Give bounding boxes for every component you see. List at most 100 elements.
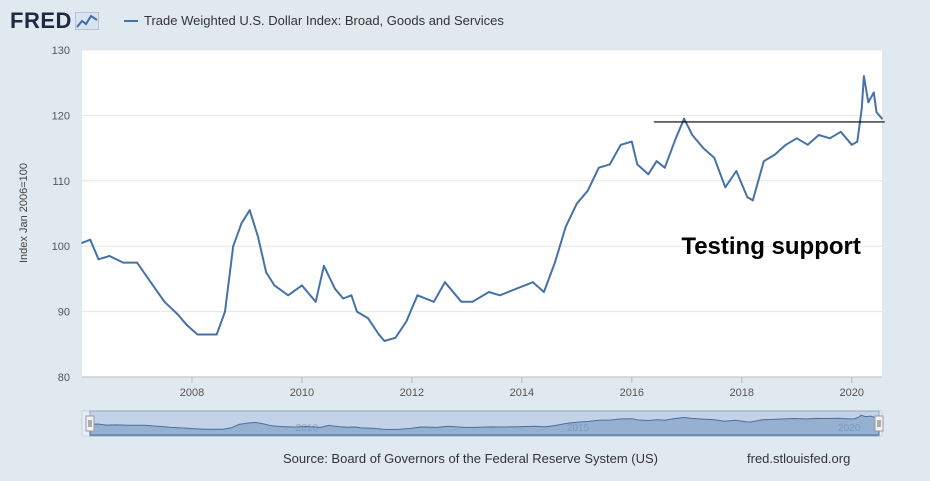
data-point	[232, 245, 235, 248]
data-point	[724, 186, 727, 189]
data-point	[81, 242, 83, 244]
data-point	[863, 75, 865, 78]
data-point	[367, 317, 369, 319]
data-point	[122, 261, 125, 264]
fred-logo-text: FRED	[10, 8, 72, 33]
data-point	[762, 160, 765, 163]
data-point	[636, 163, 639, 166]
data-point	[860, 108, 863, 110]
data-point	[881, 117, 883, 120]
data-point	[746, 196, 749, 199]
fred-chart-icon	[74, 12, 99, 30]
x-axis-ticks: 2008 2010 2012 2014 2016 2018 2020	[180, 377, 864, 399]
data-point	[828, 137, 831, 140]
data-point	[224, 310, 226, 313]
data-point	[136, 261, 138, 264]
plot-area	[82, 50, 882, 377]
data-point	[177, 314, 180, 316]
data-point	[163, 300, 166, 303]
data-point	[460, 300, 463, 303]
data-point	[499, 294, 501, 297]
legend-label: Trade Weighted U.S. Dollar Index: Broad,…	[144, 13, 504, 28]
data-point	[773, 153, 776, 156]
data-point	[784, 143, 787, 146]
data-point	[248, 209, 251, 212]
data-point	[287, 294, 290, 297]
data-point	[334, 287, 336, 290]
data-point	[543, 291, 545, 293]
chart-legend[interactable]: Trade Weighted U.S. Dollar Index: Broad,…	[124, 13, 504, 28]
annotation-text: Testing support	[681, 233, 861, 260]
data-point	[875, 111, 878, 113]
data-point	[554, 261, 556, 264]
data-point	[471, 300, 474, 303]
y-tick-label: 100	[52, 241, 70, 253]
data-point	[416, 294, 419, 297]
data-point	[323, 264, 325, 267]
data-point	[350, 294, 353, 297]
data-point	[204, 333, 207, 336]
data-point	[575, 202, 578, 205]
data-point	[265, 271, 268, 274]
source-credit: Source: Board of Governors of the Federa…	[283, 451, 658, 466]
data-point	[713, 157, 716, 159]
y-axis-label: Index Jan 2006=100	[18, 163, 30, 263]
data-point	[240, 222, 243, 225]
data-point	[314, 300, 317, 303]
x-tick-label: 2014	[510, 387, 534, 399]
data-point	[655, 160, 658, 163]
data-point	[619, 143, 622, 146]
fred-url-link[interactable]: fred.stlouisfed.org	[747, 451, 851, 466]
data-point	[89, 238, 92, 241]
y-axis-ticks: 80 90 100 110 120 130	[52, 45, 70, 384]
data-point	[806, 143, 809, 146]
navigator-right-handle[interactable]	[874, 415, 884, 432]
data-point	[630, 140, 633, 143]
data-point	[586, 189, 589, 192]
data-point	[597, 166, 600, 169]
data-point	[394, 336, 397, 339]
data-point	[856, 140, 859, 143]
x-tick-label: 2016	[620, 387, 644, 399]
data-point	[839, 130, 842, 133]
data-point	[196, 333, 199, 336]
data-point	[647, 173, 650, 176]
data-point	[867, 101, 870, 104]
y-tick-label: 120	[52, 110, 70, 122]
data-point	[663, 166, 666, 169]
legend-line-icon	[124, 19, 138, 22]
data-point	[301, 284, 303, 287]
data-point	[795, 137, 798, 140]
data-point	[564, 225, 567, 228]
y-tick-label: 110	[52, 176, 70, 188]
series-line[interactable]	[81, 75, 883, 342]
data-point	[342, 297, 345, 300]
data-point	[872, 91, 875, 94]
x-tick-label: 2012	[400, 387, 424, 399]
data-point	[185, 323, 188, 326]
data-point	[356, 310, 358, 313]
data-point	[444, 281, 446, 284]
y-tick-label: 80	[58, 372, 70, 384]
x-tick-label: 2008	[180, 387, 204, 399]
navigator-area	[89, 414, 880, 436]
data-point	[674, 137, 677, 140]
data-point	[433, 300, 435, 303]
data-point	[515, 287, 518, 290]
y-tick-label: 130	[52, 45, 70, 57]
x-tick-label: 2010	[290, 387, 314, 399]
data-point	[215, 333, 218, 336]
annotations: Testing support	[653, 121, 885, 260]
data-point	[817, 134, 820, 136]
y-tick-label: 90	[58, 307, 70, 319]
navigator-left-handle[interactable]	[85, 415, 95, 432]
data-point	[532, 281, 534, 284]
x-tick-label: 2020	[840, 387, 864, 399]
data-point	[149, 281, 152, 284]
data-point	[108, 255, 111, 257]
data-point	[273, 284, 276, 287]
data-point	[850, 143, 853, 146]
data-point	[257, 235, 259, 238]
fred-logo[interactable]: FRED	[10, 8, 99, 34]
